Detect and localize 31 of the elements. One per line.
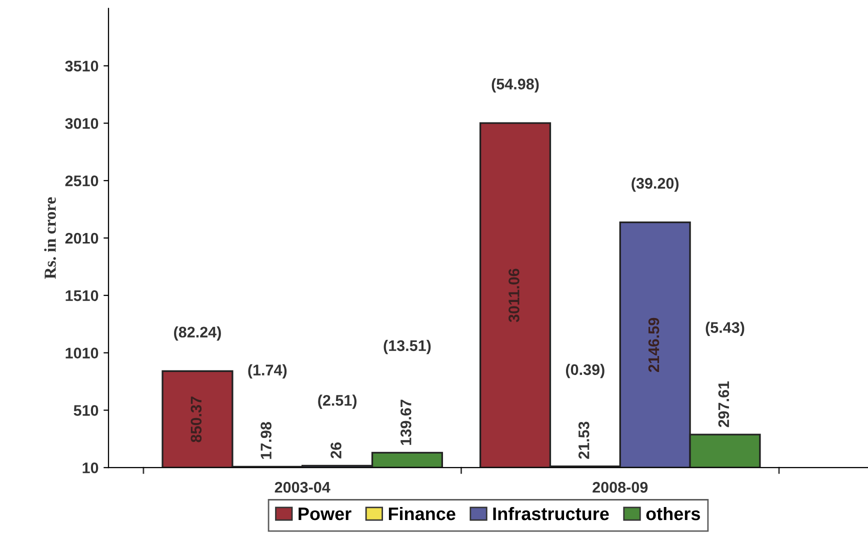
legend-label: Finance xyxy=(388,506,456,520)
data-label: 26 xyxy=(330,442,342,458)
y-tick-label: 2510 xyxy=(65,175,98,186)
annotation: (39.20) xyxy=(632,178,679,192)
y-tick-label: 1510 xyxy=(66,290,98,302)
annotation: (13.51) xyxy=(384,340,431,354)
annotation: (1.74) xyxy=(248,364,287,378)
annotation: (0.39) xyxy=(566,364,604,378)
x-tick-label: 2008-09 xyxy=(592,482,648,493)
legend-label: Infrastructure xyxy=(493,506,609,520)
annotation: (2.51) xyxy=(318,394,356,409)
y-tick-label: 2010 xyxy=(65,232,98,244)
legend-label: others xyxy=(646,506,700,520)
annotation: (54.98) xyxy=(492,78,539,93)
data-label: 139.67 xyxy=(400,400,412,445)
data-label: 3011.06 xyxy=(508,268,520,322)
data-label: 850.37 xyxy=(190,396,202,442)
data-label: 21.53 xyxy=(578,422,590,459)
y-tick-label: 10 xyxy=(82,462,98,474)
legend-label: Power xyxy=(298,508,352,520)
annotation: (5.43) xyxy=(706,322,744,336)
data-label: 297.61 xyxy=(718,381,730,428)
data-label: 17.98 xyxy=(260,422,272,459)
x-tick-label: 2003-04 xyxy=(274,482,330,493)
y-axis-title: Rs. in crore xyxy=(44,197,56,279)
y-tick-label: 1010 xyxy=(66,348,98,358)
y-tick-label: 510 xyxy=(74,405,98,416)
annotation: (82.24) xyxy=(174,326,221,341)
y-tick-label: 3510 xyxy=(65,60,98,72)
y-tick-label: 3010 xyxy=(65,118,98,129)
data-label: 2146.59 xyxy=(648,318,660,372)
